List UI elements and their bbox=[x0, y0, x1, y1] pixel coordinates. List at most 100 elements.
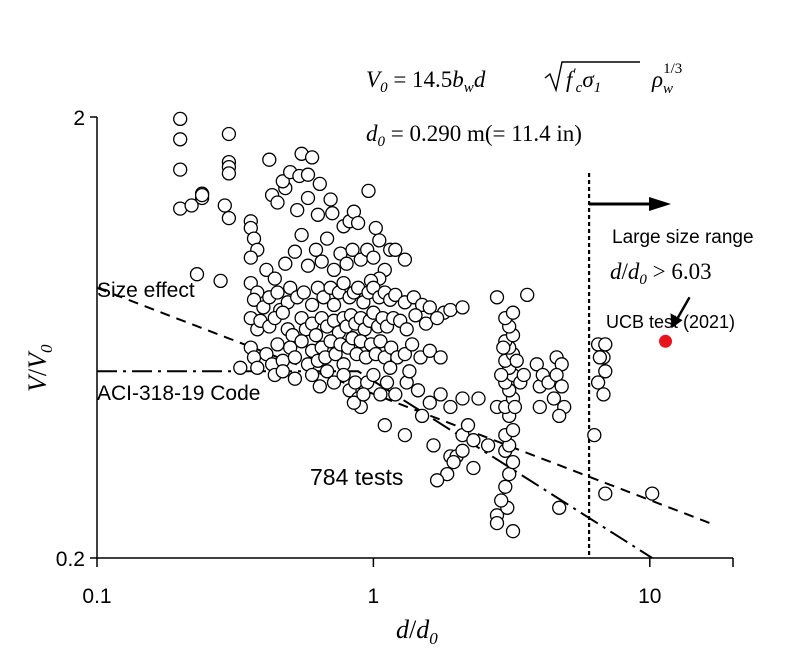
test-point bbox=[221, 166, 237, 181]
test-point bbox=[275, 305, 290, 320]
test-point bbox=[426, 438, 441, 453]
test-point bbox=[345, 242, 360, 257]
x-axis-label: d/d0 bbox=[396, 615, 438, 648]
test-point bbox=[516, 367, 531, 383]
test-point bbox=[397, 252, 413, 267]
test-point bbox=[325, 206, 340, 221]
test-point bbox=[300, 258, 316, 273]
test-point bbox=[350, 215, 366, 231]
test-point bbox=[399, 322, 414, 337]
test-point bbox=[505, 524, 521, 539]
test-point bbox=[319, 364, 335, 379]
test-point bbox=[598, 486, 613, 501]
test-point bbox=[408, 308, 423, 323]
size-effect-line bbox=[96, 286, 711, 525]
test-point bbox=[319, 231, 335, 246]
test-point bbox=[250, 360, 265, 375]
test-point bbox=[598, 337, 613, 352]
test-point bbox=[275, 364, 290, 379]
test-point bbox=[429, 310, 445, 326]
aci-code-line bbox=[97, 370, 653, 559]
formula-root-term: f′cσ1 bbox=[566, 66, 601, 96]
test-point bbox=[194, 187, 210, 203]
test-point bbox=[373, 387, 388, 402]
x-tick-label: 10 bbox=[638, 585, 661, 608]
test-point bbox=[246, 292, 262, 307]
test-point bbox=[304, 367, 320, 383]
test-point bbox=[372, 233, 387, 248]
test-point bbox=[388, 287, 403, 303]
ucb-arrowhead bbox=[670, 313, 683, 329]
test-point bbox=[189, 267, 205, 282]
test-point bbox=[361, 183, 376, 199]
test-point bbox=[278, 256, 293, 271]
test-point bbox=[520, 287, 535, 303]
test-point bbox=[554, 379, 569, 394]
test-point bbox=[505, 305, 521, 320]
test-point bbox=[308, 242, 324, 257]
test-point bbox=[270, 195, 285, 210]
axis-ticks: 0.1 1 10 0.2 2 bbox=[56, 107, 734, 608]
test-point bbox=[422, 343, 437, 358]
test-point bbox=[366, 367, 381, 383]
y-axis-label: V/V0 bbox=[23, 344, 56, 392]
test-point bbox=[233, 360, 248, 375]
test-point bbox=[471, 391, 486, 406]
test-point bbox=[356, 387, 371, 402]
test-point bbox=[326, 262, 342, 278]
test-point bbox=[446, 454, 461, 470]
test-point bbox=[598, 364, 613, 379]
test-point bbox=[402, 364, 417, 379]
test-point bbox=[433, 387, 448, 402]
test-point bbox=[336, 275, 351, 291]
test-point bbox=[645, 486, 660, 501]
formula-line2: d0 = 0.290 m(= 11.4 in) bbox=[366, 121, 582, 150]
test-point bbox=[312, 379, 327, 394]
test-point bbox=[221, 210, 237, 226]
test-point bbox=[440, 466, 455, 482]
test-point bbox=[443, 302, 458, 318]
test-point bbox=[388, 242, 403, 257]
test-point bbox=[217, 198, 232, 213]
test-point bbox=[221, 126, 237, 142]
test-point bbox=[300, 167, 316, 182]
test-points bbox=[173, 111, 660, 539]
size-effect-label: Size effect bbox=[97, 279, 195, 302]
test-point bbox=[283, 280, 298, 295]
large-size-range-arrowhead bbox=[649, 197, 672, 211]
test-point bbox=[410, 383, 426, 398]
test-point bbox=[310, 207, 326, 222]
ucb-test-point bbox=[659, 334, 673, 348]
model-lines bbox=[96, 173, 711, 559]
test-point bbox=[290, 202, 305, 218]
test-point bbox=[414, 408, 430, 424]
test-point bbox=[173, 111, 188, 127]
test-point bbox=[348, 375, 363, 390]
test-point bbox=[173, 132, 188, 147]
test-point bbox=[489, 515, 505, 531]
test-point bbox=[377, 418, 392, 433]
test-point bbox=[312, 176, 327, 192]
test-point bbox=[323, 192, 338, 207]
test-point bbox=[326, 297, 342, 313]
test-point bbox=[316, 290, 331, 305]
test-point bbox=[502, 466, 517, 482]
test-point bbox=[368, 220, 383, 236]
axes: 0.1 1 10 0.2 2 bbox=[56, 107, 734, 608]
test-point bbox=[507, 399, 523, 415]
threshold-label: d/d0 > 6.03 bbox=[610, 259, 712, 288]
test-point bbox=[184, 198, 199, 213]
test-count-label: 784 tests bbox=[310, 464, 403, 490]
ucb-test-label: UCB test (2021) bbox=[606, 312, 735, 332]
test-point bbox=[404, 337, 420, 352]
test-point bbox=[275, 174, 290, 189]
test-point bbox=[366, 250, 381, 265]
test-point bbox=[287, 244, 303, 259]
test-point bbox=[433, 350, 448, 365]
test-point bbox=[314, 254, 329, 269]
test-point bbox=[287, 371, 303, 386]
test-point bbox=[300, 190, 316, 206]
test-point bbox=[294, 227, 309, 243]
y-tick-label: 2 bbox=[73, 107, 85, 130]
